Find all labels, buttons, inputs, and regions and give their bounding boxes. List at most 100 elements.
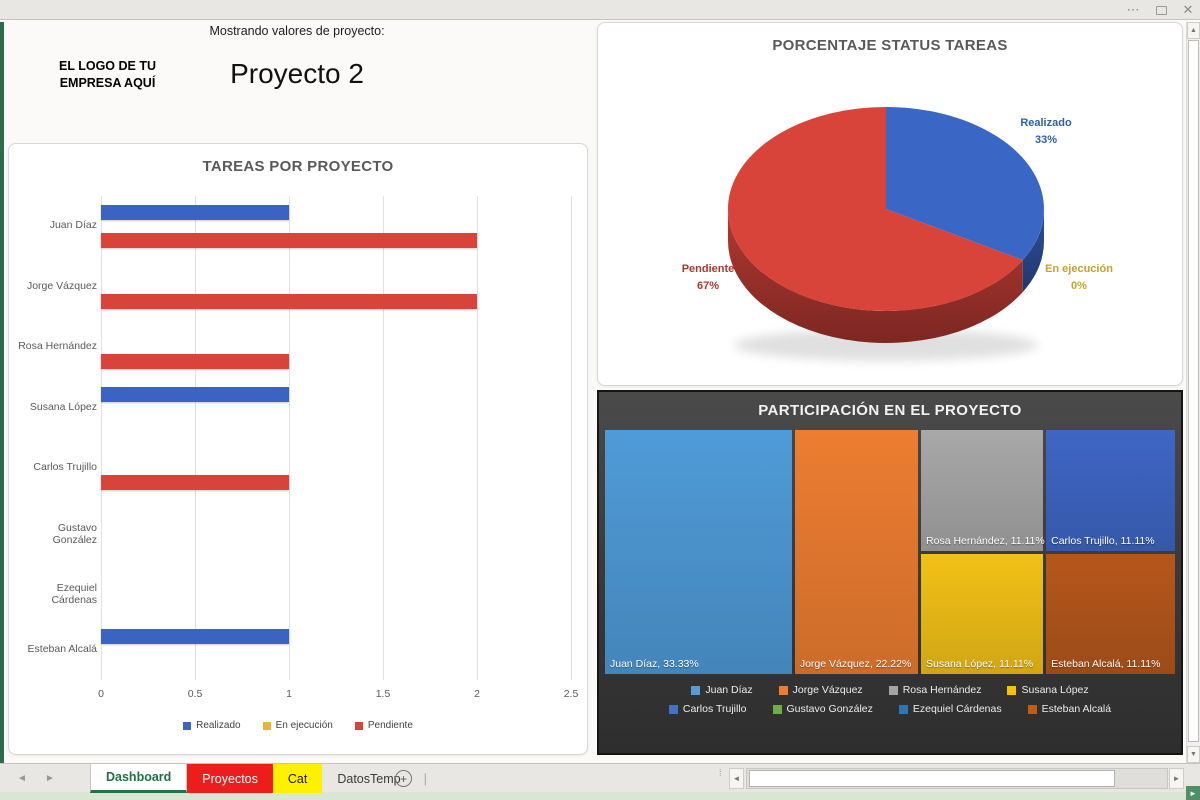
tile-label: Rosa Hernández, 11.11% — [926, 534, 1045, 547]
legend-swatch — [668, 704, 678, 714]
sheet-tab-dashboard[interactable]: Dashboard — [90, 764, 188, 793]
legend-item: Gustavo González — [772, 703, 873, 715]
hscroll-right-icon[interactable]: ► — [1169, 768, 1184, 789]
gridline — [571, 196, 572, 680]
bar-row — [101, 499, 571, 560]
window-restore-icon[interactable] — [1149, 0, 1173, 20]
sheet-tab-proyectos[interactable]: Proyectos — [187, 764, 273, 793]
gridline — [101, 196, 102, 680]
treemap-tile-5[interactable]: Carlos Trujillo, 11.11% — [1046, 430, 1175, 551]
x-tick-label: 0.5 — [187, 688, 203, 700]
scroll-down-icon[interactable]: ▼ — [1187, 746, 1200, 763]
legend-label: Realizado — [196, 720, 241, 731]
scrollbar-resize-handle[interactable]: ⁞ — [719, 768, 722, 778]
legend-swatch — [772, 704, 782, 714]
legend-item: Realizado — [183, 720, 241, 731]
pie-label-en-ejecucion: En ejecución 0% — [1045, 263, 1113, 292]
vertical-scroll-thumb[interactable] — [1188, 40, 1199, 742]
corner-nav-icon[interactable]: ► — [1186, 786, 1200, 800]
treemap-tile-1[interactable]: Juan Díaz, 33.33% — [605, 430, 792, 674]
treemap-tile-3[interactable]: Rosa Hernández, 11.11% — [921, 430, 1045, 551]
window-menu-icon[interactable]: ⋯ — [1126, 2, 1140, 17]
bar-pendiente[interactable] — [101, 475, 289, 490]
treemap-tiles: Juan Díaz, 33.33% Jorge Vázquez, 22.22% Ro… — [605, 430, 1175, 674]
tile-label: Juan Díaz, 33.33% — [610, 658, 699, 670]
bar-row — [101, 378, 571, 439]
pie-slice-pendiente[interactable] — [727, 107, 1023, 311]
sheet-nav-right-icon[interactable]: ► — [45, 773, 55, 784]
category-label: Ezequiel Cárdenas — [51, 582, 97, 607]
legend-label: Susana López — [1021, 684, 1089, 696]
sheet-tab-bar: ◄ ► Dashboard Proyectos Cat DatosTemp | + ⁞ … — [0, 763, 1200, 793]
horizontal-scroll-thumb[interactable] — [749, 770, 1115, 787]
legend-swatch — [1007, 685, 1017, 695]
legend-swatch — [898, 704, 908, 714]
bar-row — [101, 438, 571, 499]
treemap-tile-6[interactable]: Esteban Alcalá, 11.11% — [1046, 553, 1175, 674]
bar-row — [101, 317, 571, 378]
legend-item: Esteban Alcalá — [1027, 703, 1111, 715]
legend-swatch — [183, 721, 192, 730]
bar-row — [101, 620, 571, 681]
bar-pendiente[interactable] — [101, 233, 477, 248]
window-close-icon[interactable]: ✕ — [1182, 2, 1194, 17]
legend-item: Rosa Hernández — [888, 684, 981, 696]
x-tick-label: 2.5 — [563, 688, 579, 700]
sheet-tab-cat[interactable]: Cat — [272, 764, 323, 793]
company-logo-placeholder: EL LOGO DE TU EMPRESA AQUÍ — [59, 59, 156, 90]
scroll-up-icon[interactable]: ▲ — [1187, 22, 1200, 39]
bar-chart-plot-area — [101, 196, 572, 681]
legend-item: Pendiente — [354, 720, 413, 731]
category-label: Susana López — [29, 400, 97, 413]
bar-pendiente[interactable] — [101, 354, 289, 369]
treemap-tile-4[interactable]: Susana López, 11.11% — [921, 553, 1044, 674]
legend-label: Gustavo González — [786, 703, 873, 715]
legend-swatch — [888, 685, 898, 695]
treemap-column: Carlos Trujillo, 11.11% Esteban Alcalá, 1… — [1046, 430, 1175, 674]
bar-realizado[interactable] — [101, 628, 289, 644]
tile-label: Esteban Alcalá, 11.11% — [1051, 658, 1161, 670]
pie-label-realizado: Realizado 33% — [1020, 117, 1072, 146]
bar-realizado[interactable] — [101, 386, 289, 402]
sheet-nav-left-icon[interactable]: ◄ — [17, 773, 27, 784]
gridline — [477, 196, 478, 680]
legend-label: Pendiente — [367, 720, 413, 731]
treemap-column: Rosa Hernández, 11.11% Susana López, 11.1… — [921, 430, 1045, 674]
pie-slice-realizado[interactable] — [886, 107, 1044, 260]
legend-item: Susana López — [1007, 684, 1089, 696]
legend-swatch — [691, 685, 701, 695]
hscroll-left-icon[interactable]: ◄ — [729, 768, 744, 789]
pie-chart-panel: PORCENTAJE STATUS TAREAS Realizado 33% P… — [597, 22, 1183, 386]
vertical-scrollbar[interactable]: ▲ ▼ — [1186, 22, 1200, 763]
gridline — [383, 196, 384, 680]
add-sheet-button[interactable]: + — [395, 770, 412, 787]
legend-label: Juan Díaz — [705, 684, 753, 696]
bar-pendiente[interactable] — [101, 293, 477, 309]
bar-row — [101, 559, 571, 620]
legend-swatch — [354, 721, 363, 730]
treemap-panel: PARTICIPACIÓN EN EL PROYECTO Juan Díaz, … — [597, 390, 1183, 755]
x-tick-label: 1.5 — [375, 688, 391, 700]
restore-box-icon — [1155, 5, 1167, 15]
legend-swatch — [262, 721, 271, 730]
bar-realizado[interactable] — [101, 205, 289, 220]
gridline — [289, 196, 290, 680]
category-label: Carlos Trujillo — [33, 461, 97, 474]
treemap-legend-row: Carlos Trujillo Gustavo González Ezequiel … — [599, 703, 1181, 715]
horizontal-scrollbar[interactable] — [746, 768, 1168, 789]
bar-chart-panel: TAREAS POR PROYECTO Juan Díaz Jorge Vázqu… — [8, 143, 588, 755]
treemap-title: PARTICIPACIÓN EN EL PROYECTO — [758, 402, 1022, 419]
bar-row — [101, 196, 571, 257]
legend-label: Jorge Vázquez — [792, 684, 863, 696]
tile-label: Carlos Trujillo, 11.11% — [1051, 534, 1155, 547]
pie-label-pendiente: Pendiente 67% — [681, 263, 735, 292]
legend-item: Ezequiel Cárdenas — [898, 703, 1002, 715]
sheet-tab-datostemp[interactable]: DatosTemp — [337, 771, 401, 786]
legend-label: En ejecución — [275, 720, 333, 731]
category-label: Gustavo González — [52, 521, 97, 546]
legend-swatch — [778, 685, 788, 695]
x-tick-label: 1 — [286, 688, 292, 700]
treemap-tile-2[interactable]: Jorge Vázquez, 22.22% — [794, 430, 919, 674]
pie-wall-realizado — [1022, 209, 1044, 292]
pie-chart-title: PORCENTAJE STATUS TAREAS — [772, 37, 1008, 54]
